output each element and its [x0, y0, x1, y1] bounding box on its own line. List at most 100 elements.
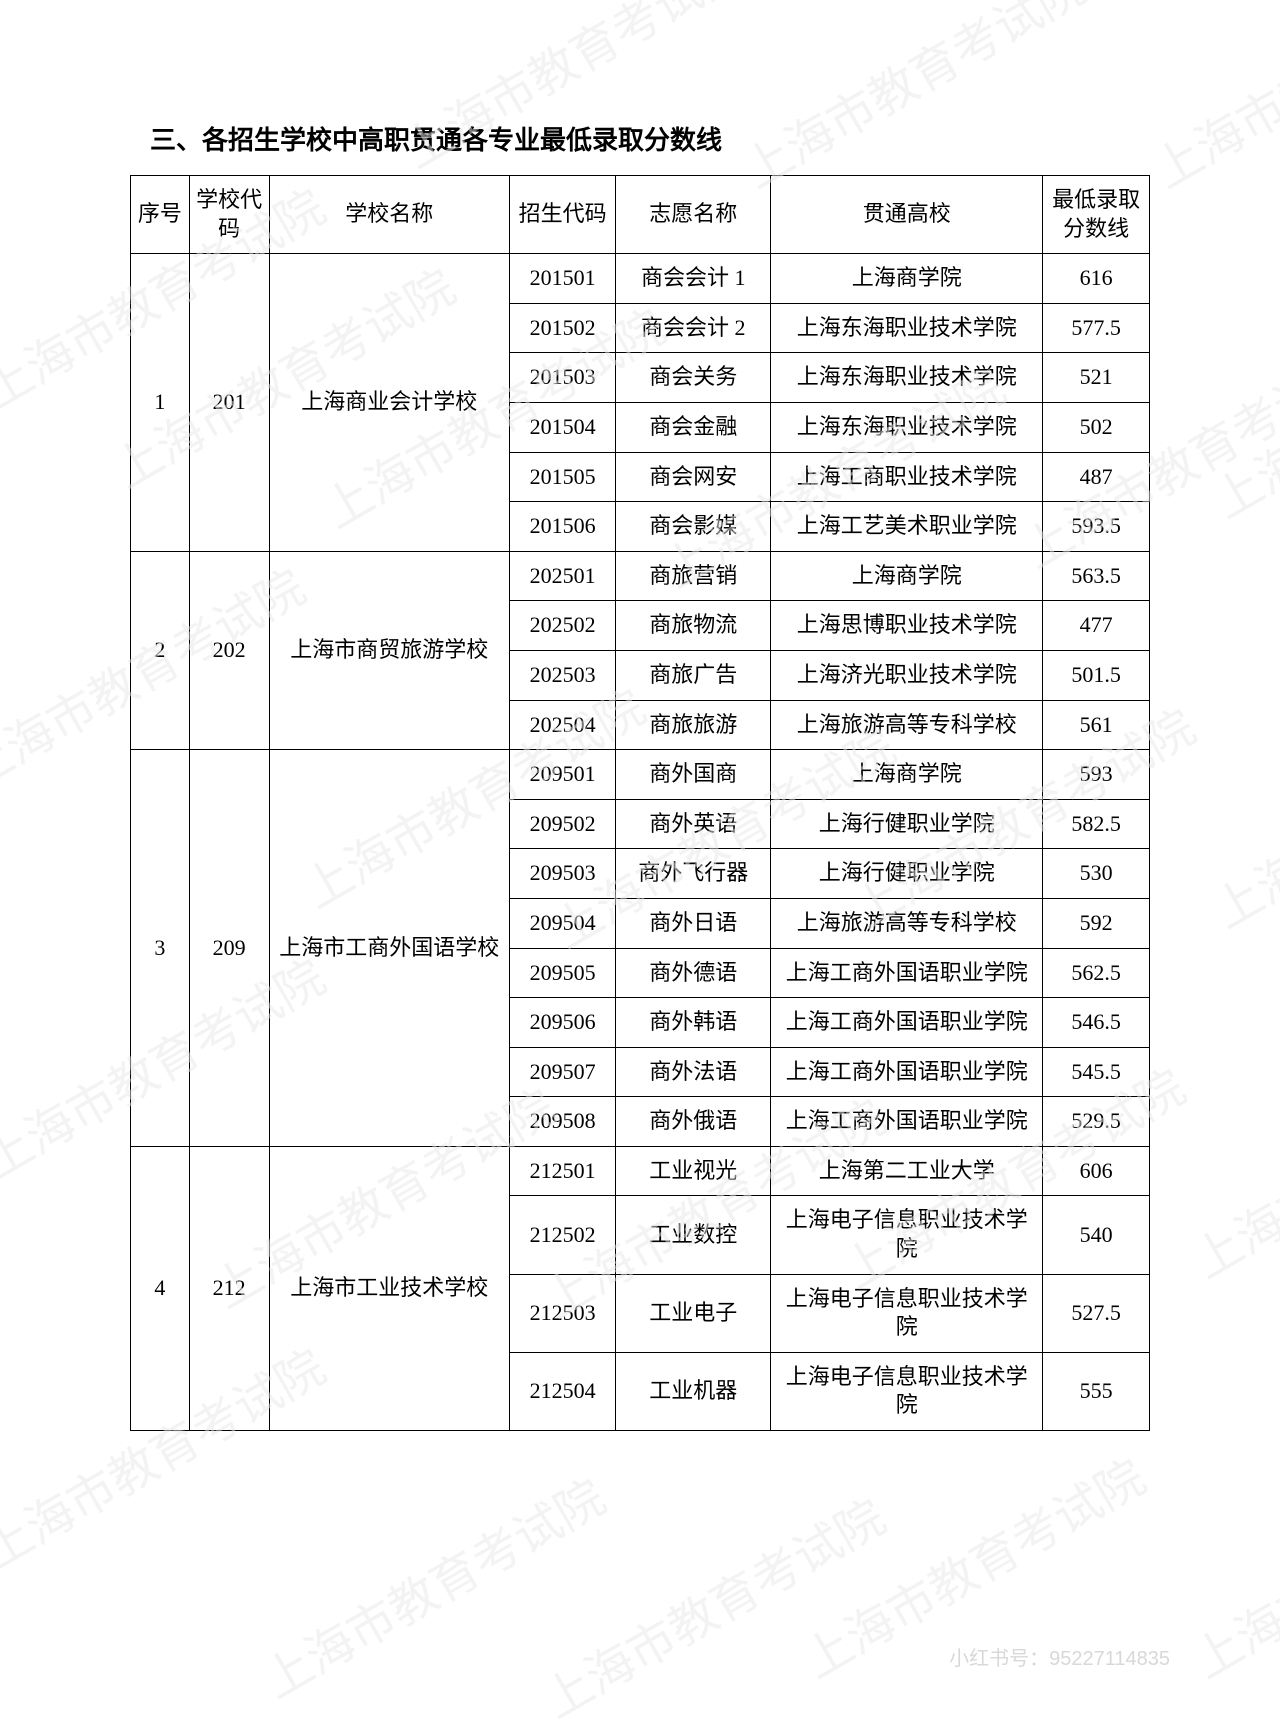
cell-university: 上海第二工业大学 — [771, 1146, 1043, 1196]
cell-score: 582.5 — [1043, 799, 1150, 849]
cell-score: 593.5 — [1043, 502, 1150, 552]
col-header-school-code: 学校代码 — [189, 176, 269, 254]
cell-score: 616 — [1043, 254, 1150, 304]
cell-major-name: 商旅物流 — [616, 601, 771, 651]
watermark-text: 上海市教育考试院 — [1178, 1039, 1280, 1292]
cell-score: 563.5 — [1043, 551, 1150, 601]
cell-score: 530 — [1043, 849, 1150, 899]
cell-major-code: 209507 — [509, 1047, 616, 1097]
cell-university: 上海商学院 — [771, 750, 1043, 800]
cell-major-name: 商会网安 — [616, 452, 771, 502]
cell-score: 562.5 — [1043, 948, 1150, 998]
cell-university: 上海行健职业学院 — [771, 799, 1043, 849]
cell-score: 592 — [1043, 898, 1150, 948]
watermark-text: 上海市教育考试院 — [528, 1479, 896, 1731]
cell-score: 577.5 — [1043, 303, 1150, 353]
cell-university: 上海工商外国语职业学院 — [771, 1097, 1043, 1147]
watermark-text: 上海市教育考试院 — [728, 0, 1096, 201]
cell-major-code: 202503 — [509, 650, 616, 700]
cell-major-code: 202504 — [509, 700, 616, 750]
cell-university: 上海工商职业技术学院 — [771, 452, 1043, 502]
cell-school-code: 209 — [189, 750, 269, 1147]
section-title: 三、各招生学校中高职贯通各专业最低录取分数线 — [130, 120, 1150, 157]
cell-major-code: 201503 — [509, 353, 616, 403]
cell-university: 上海商学院 — [771, 551, 1043, 601]
cell-score: 527.5 — [1043, 1274, 1150, 1352]
cell-school-name: 上海市商贸旅游学校 — [269, 551, 509, 749]
cell-seq: 1 — [131, 254, 190, 552]
cell-university: 上海工商外国语职业学院 — [771, 998, 1043, 1048]
cell-major-name: 商外德语 — [616, 948, 771, 998]
cell-school-name: 上海市工业技术学校 — [269, 1146, 509, 1430]
cell-major-code: 209501 — [509, 750, 616, 800]
cell-major-name: 商旅广告 — [616, 650, 771, 700]
cell-score: 561 — [1043, 700, 1150, 750]
table-row: 3209上海市工商外国语学校209501商外国商上海商学院593 — [131, 750, 1150, 800]
cell-major-name: 商会关务 — [616, 353, 771, 403]
cell-university: 上海东海职业技术学院 — [771, 353, 1043, 403]
cell-major-code: 209506 — [509, 998, 616, 1048]
cell-score: 502 — [1043, 402, 1150, 452]
col-header-seq: 序号 — [131, 176, 190, 254]
cell-major-code: 212502 — [509, 1196, 616, 1274]
cell-university: 上海电子信息职业技术学院 — [771, 1196, 1043, 1274]
cell-major-code: 201502 — [509, 303, 616, 353]
cell-major-code: 202502 — [509, 601, 616, 651]
cell-score: 593 — [1043, 750, 1150, 800]
cell-score: 606 — [1043, 1146, 1150, 1196]
cell-major-code: 209502 — [509, 799, 616, 849]
cell-major-code: 212503 — [509, 1274, 616, 1352]
cell-university: 上海旅游高等专科学校 — [771, 898, 1043, 948]
cell-major-name: 工业电子 — [616, 1274, 771, 1352]
cell-major-code: 201505 — [509, 452, 616, 502]
cell-major-name: 商会金融 — [616, 402, 771, 452]
cell-score: 540 — [1043, 1196, 1150, 1274]
cell-major-code: 212504 — [509, 1352, 616, 1430]
cell-major-name: 商外英语 — [616, 799, 771, 849]
cell-major-name: 商外飞行器 — [616, 849, 771, 899]
cell-score: 477 — [1043, 601, 1150, 651]
watermark-text: 上海市教育考试院 — [1198, 279, 1280, 532]
watermark-text: 上海市教育考试院 — [248, 1459, 616, 1712]
cell-major-code: 201504 — [509, 402, 616, 452]
watermark-text: 上海市教育考试院 — [1178, 1439, 1280, 1692]
cell-school-name: 上海商业会计学校 — [269, 254, 509, 552]
cell-major-code: 212501 — [509, 1146, 616, 1196]
cell-major-code: 202501 — [509, 551, 616, 601]
cell-university: 上海工商外国语职业学院 — [771, 948, 1043, 998]
cell-major-name: 商外韩语 — [616, 998, 771, 1048]
cell-major-name: 商会会计 1 — [616, 254, 771, 304]
cell-major-name: 商旅营销 — [616, 551, 771, 601]
cell-university: 上海东海职业技术学院 — [771, 303, 1043, 353]
col-header-major-code: 招生代码 — [509, 176, 616, 254]
cell-major-code: 209505 — [509, 948, 616, 998]
cell-major-name: 商外日语 — [616, 898, 771, 948]
cell-score: 546.5 — [1043, 998, 1150, 1048]
cell-major-name: 商会会计 2 — [616, 303, 771, 353]
table-row: 2202上海市商贸旅游学校202501商旅营销上海商学院563.5 — [131, 551, 1150, 601]
footer-account-id: 小红书号：95227114835 — [949, 1642, 1170, 1671]
cell-university: 上海工商外国语职业学院 — [771, 1047, 1043, 1097]
cell-university: 上海思博职业技术学院 — [771, 601, 1043, 651]
cell-university: 上海电子信息职业技术学院 — [771, 1274, 1043, 1352]
watermark-text: 上海市教育考试院 — [1198, 689, 1280, 942]
col-header-score: 最低录取分数线 — [1043, 176, 1150, 254]
admission-score-table: 序号 学校代码 学校名称 招生代码 志愿名称 贯通高校 最低录取分数线 1201… — [130, 175, 1150, 1431]
cell-major-name: 工业机器 — [616, 1352, 771, 1430]
cell-university: 上海济光职业技术学院 — [771, 650, 1043, 700]
cell-school-code: 202 — [189, 551, 269, 749]
cell-university: 上海商学院 — [771, 254, 1043, 304]
table-header-row: 序号 学校代码 学校名称 招生代码 志愿名称 贯通高校 最低录取分数线 — [131, 176, 1150, 254]
cell-major-code: 201506 — [509, 502, 616, 552]
cell-university: 上海东海职业技术学院 — [771, 402, 1043, 452]
cell-university: 上海电子信息职业技术学院 — [771, 1352, 1043, 1430]
table-row: 1201上海商业会计学校201501商会会计 1上海商学院616 — [131, 254, 1150, 304]
col-header-school-name: 学校名称 — [269, 176, 509, 254]
table-row: 4212上海市工业技术学校212501工业视光上海第二工业大学606 — [131, 1146, 1150, 1196]
cell-score: 487 — [1043, 452, 1150, 502]
cell-major-code: 201501 — [509, 254, 616, 304]
cell-school-code: 201 — [189, 254, 269, 552]
cell-university: 上海工艺美术职业学院 — [771, 502, 1043, 552]
cell-major-code: 209503 — [509, 849, 616, 899]
cell-major-name: 商外国商 — [616, 750, 771, 800]
